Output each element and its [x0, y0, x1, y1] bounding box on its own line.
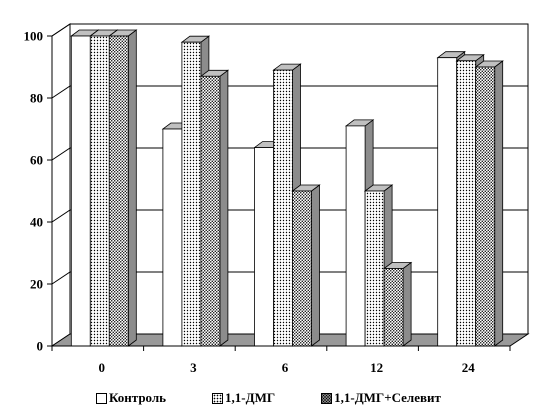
- legend-item-dmg-selevit: 1,1-ДМГ+Селевит: [321, 390, 441, 406]
- bar-control-6-front: [254, 147, 274, 347]
- bar-dmg-12-front: [364, 190, 385, 347]
- bar-dmg-selevit-6-side: [311, 184, 320, 347]
- bar-dmg-selevit-3: [199, 69, 230, 347]
- bar-dmg-selevit-0: [108, 29, 138, 347]
- side-wall: [51, 23, 71, 347]
- bar-control-24-front: [437, 57, 458, 347]
- legend-swatch-dmg: [212, 392, 224, 404]
- bar-dmg-selevit-12-side: [402, 261, 412, 347]
- bar-dmg-selevit-24-front: [475, 66, 496, 347]
- legend-label-dmg-selevit: 1,1-ДМГ+Селевит: [334, 390, 441, 405]
- y-tick-label-80: 80: [30, 91, 43, 106]
- x-tick-label-12: 12: [370, 360, 383, 375]
- gridline-60: [51, 147, 528, 161]
- tick-labels: 0 20 40 60 80 100 0 3 6 12 24: [24, 29, 476, 376]
- bar-control-12-front: [345, 125, 366, 347]
- legend-swatch-dmg-selevit: [321, 392, 333, 404]
- legend-swatch-control: [96, 392, 107, 404]
- legend: Контроль 1,1-ДМГ 1,1-ДМГ+Селевит: [96, 390, 441, 406]
- y-tick-label-100: 100: [24, 29, 44, 44]
- legend-label-control: Контроль: [109, 390, 167, 405]
- bar-dmg-24-front: [456, 60, 477, 347]
- bar-dmg-selevit-12: [382, 261, 413, 347]
- legend-item-dmg: 1,1-ДМГ: [212, 390, 275, 406]
- y-tick-label-40: 40: [30, 215, 43, 230]
- bars: [70, 29, 504, 347]
- legend-label-dmg: 1,1-ДМГ: [225, 390, 276, 405]
- bar-dmg-selevit-24-side: [494, 60, 504, 347]
- gridline-80: [51, 85, 528, 99]
- legend-item-control: Контроль: [96, 390, 166, 406]
- bar-dmg-6-front: [273, 69, 293, 347]
- bar-dmg-0-front: [89, 35, 110, 347]
- bar-dmg-selevit-0-front: [108, 35, 129, 347]
- y-tick-label-0: 0: [37, 339, 44, 354]
- bar-dmg-selevit-6: [291, 184, 321, 347]
- bar-dmg-selevit-0-side: [127, 29, 137, 347]
- y-tick-label-20: 20: [30, 277, 43, 292]
- bar-dmg-3-front: [181, 41, 202, 347]
- x-tick-label-3: 3: [190, 360, 197, 375]
- bar-control-3-front: [162, 128, 183, 347]
- x-tick-label-6: 6: [282, 360, 289, 375]
- x-tick-label-0: 0: [99, 360, 106, 375]
- bar-control-0-front: [70, 35, 91, 347]
- y-tick-label-60: 60: [30, 153, 43, 168]
- bar-dmg-selevit-6-front: [292, 190, 312, 347]
- x-tick-label-24: 24: [462, 360, 476, 375]
- gridline-100: [51, 23, 528, 37]
- bar-dmg-selevit-24: [474, 60, 504, 347]
- bar-dmg-selevit-3-side: [219, 69, 229, 347]
- bar-dmg-selevit-3-front: [200, 75, 221, 347]
- axes: [47, 35, 511, 351]
- bar-dmg-selevit-12-front: [383, 268, 404, 347]
